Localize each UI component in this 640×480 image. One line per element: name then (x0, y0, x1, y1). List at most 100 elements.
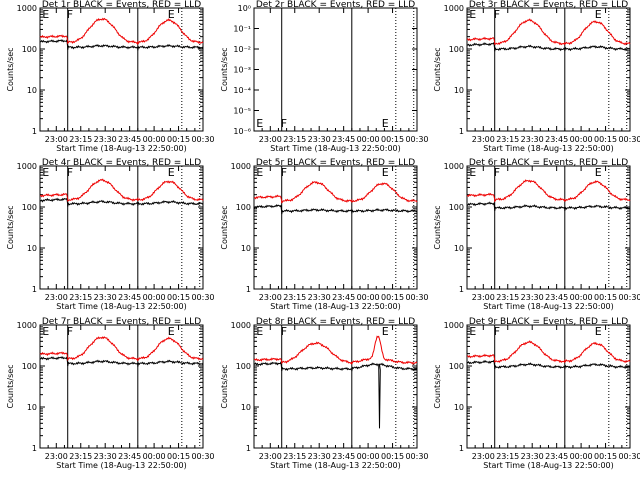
y-tick-label: 10⁰ (238, 4, 251, 13)
marker-label: F (494, 166, 500, 179)
y-axis-label: Counts/sec (220, 47, 229, 91)
panel-title: Det 2r BLACK = Events, RED = LLD (256, 0, 415, 10)
x-tick-label: 23:45 (118, 293, 141, 302)
marker-label: E (42, 8, 49, 21)
marker-label: F (67, 8, 73, 21)
x-tick-label: 00:00 (357, 135, 380, 144)
x-tick-label: 23:00 (259, 293, 282, 302)
series-line-events (466, 201, 631, 212)
x-tick-label: 00:00 (143, 452, 166, 461)
plot-frame (466, 165, 631, 290)
marker-label: E (168, 166, 175, 179)
marker-label: E (256, 325, 263, 338)
x-tick-label: 23:45 (332, 293, 355, 302)
panel-title: Det 7r BLACK = Events, RED = LLD (42, 317, 201, 327)
series-line-events (466, 41, 631, 52)
series-line-lld (253, 335, 418, 366)
y-tick-label: 100 (449, 45, 464, 54)
y-tick-label: 100 (22, 203, 37, 212)
x-tick-label: 00:15 (594, 452, 617, 461)
y-tick-label: 10 (454, 86, 464, 95)
x-tick-label: 00:30 (618, 135, 640, 144)
x-tick-label: 00:00 (143, 293, 166, 302)
marker-label: E (595, 166, 602, 179)
x-tick-label: 00:15 (594, 135, 617, 144)
x-tick-label: 00:00 (570, 293, 593, 302)
x-tick-label: 23:45 (118, 452, 141, 461)
y-tick-label: 100 (236, 203, 251, 212)
y-tick-label: 10 (27, 244, 37, 253)
series-line-events (39, 197, 204, 207)
x-tick-label: 23:30 (94, 135, 117, 144)
panel-title: Det 3r BLACK = Events, RED = LLD (469, 0, 628, 10)
panel-det-2r: Det 2r BLACK = Events, RED = LLD E F E 10⁻⁶ 1… (220, 0, 429, 153)
series-line-events (40, 355, 204, 367)
panel-title: Det 1r BLACK = Events, RED = LLD (42, 0, 201, 10)
x-tick-label: 00:00 (143, 135, 166, 144)
x-tick-label: 00:00 (570, 452, 593, 461)
x-axis-label: Start Time (18-Aug-13 22:50:00) (270, 302, 401, 311)
marker-label: F (281, 166, 287, 179)
series-line-events (40, 38, 204, 51)
x-tick-label: 00:30 (405, 293, 428, 302)
marker-label: E (256, 166, 263, 179)
y-axis-label: Counts/sec (6, 205, 15, 249)
y-tick-label: 10 (27, 403, 37, 412)
y-tick-label: 1000 (444, 4, 464, 13)
x-tick-label: 23:15 (69, 452, 92, 461)
marker-label: F (494, 8, 500, 21)
x-tick-label: 00:30 (405, 452, 428, 461)
y-tick-label: 1 (32, 285, 37, 294)
y-tick-label: 1 (32, 127, 37, 136)
y-tick-label: 1000 (444, 321, 464, 330)
y-tick-label: 1000 (17, 4, 37, 13)
x-tick-label: 00:15 (167, 135, 190, 144)
marker-label: E (168, 8, 175, 21)
y-tick-label: 10 (27, 86, 37, 95)
x-tick-label: 00:15 (381, 452, 404, 461)
x-tick-label: 23:30 (308, 293, 331, 302)
x-axis-label: Start Time (18-Aug-13 22:50:00) (56, 144, 187, 153)
x-tick-label: 23:00 (259, 135, 282, 144)
x-tick-label: 23:00 (45, 293, 68, 302)
y-tick-label: 10⁻¹ (233, 25, 251, 34)
x-axis-label: Start Time (18-Aug-13 22:50:00) (56, 461, 187, 470)
y-tick-label: 1000 (17, 162, 37, 171)
x-tick-label: 00:15 (381, 135, 404, 144)
x-tick-label: 00:30 (618, 293, 640, 302)
marker-label: E (595, 325, 602, 338)
y-tick-label: 10⁻³ (233, 66, 251, 75)
x-axis-label: Start Time (18-Aug-13 22:50:00) (483, 144, 614, 153)
plot-frame (39, 165, 204, 290)
y-tick-label: 10⁻⁵ (233, 107, 251, 116)
marker-label: E (168, 325, 175, 338)
x-tick-label: 23:45 (545, 293, 568, 302)
marker-label: E (42, 166, 49, 179)
x-tick-label: 23:00 (472, 293, 495, 302)
y-tick-label: 1000 (231, 162, 251, 171)
x-tick-label: 00:30 (405, 135, 428, 144)
y-tick-label: 1 (246, 444, 251, 453)
x-axis-label: Start Time (18-Aug-13 22:50:00) (56, 302, 187, 311)
series-line-lld (39, 336, 204, 362)
marker-label: F (281, 117, 287, 130)
series-line-lld (466, 179, 631, 203)
series-line-events (466, 359, 631, 370)
x-tick-label: 00:00 (357, 293, 380, 302)
marker-label: F (67, 325, 73, 338)
y-tick-label: 100 (22, 45, 37, 54)
x-axis-label: Start Time (18-Aug-13 22:50:00) (270, 461, 401, 470)
marker-label: E (469, 325, 476, 338)
x-axis-label: Start Time (18-Aug-13 22:50:00) (270, 144, 401, 153)
x-tick-label: 00:15 (167, 452, 190, 461)
y-tick-label: 1 (459, 127, 464, 136)
panel-title: Det 8r BLACK = Events, RED = LLD (256, 317, 415, 327)
y-axis-label: Counts/sec (6, 47, 15, 91)
